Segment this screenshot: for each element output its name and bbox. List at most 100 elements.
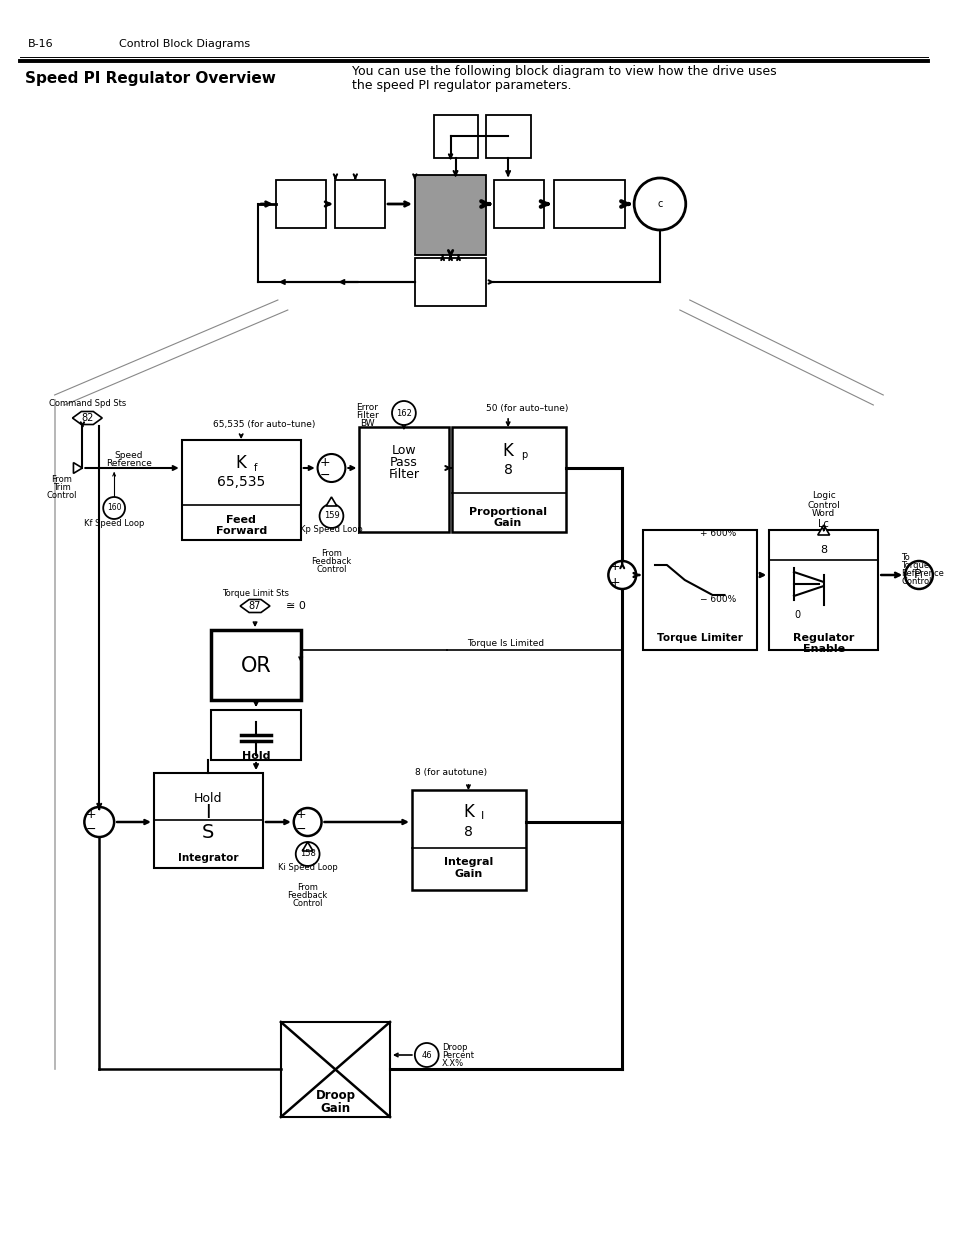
Text: From: From xyxy=(51,475,71,484)
Text: Pass: Pass xyxy=(390,457,417,469)
Text: Filter: Filter xyxy=(355,411,378,420)
Text: −: − xyxy=(319,468,330,482)
Bar xyxy=(412,790,525,890)
Text: Gain: Gain xyxy=(494,517,521,529)
Circle shape xyxy=(103,496,125,519)
Polygon shape xyxy=(73,463,82,473)
Bar xyxy=(181,440,300,540)
Bar xyxy=(153,773,263,868)
Text: Control: Control xyxy=(315,564,346,573)
Circle shape xyxy=(415,1044,438,1067)
Text: Gain: Gain xyxy=(320,1102,350,1114)
Text: c: c xyxy=(657,199,662,209)
Text: −: − xyxy=(295,823,306,836)
Circle shape xyxy=(319,504,343,529)
Bar xyxy=(486,115,531,158)
Text: From: From xyxy=(297,883,317,892)
Text: Logic: Logic xyxy=(811,492,835,500)
Text: Control: Control xyxy=(47,492,76,500)
Text: K: K xyxy=(502,442,513,459)
Text: Torque: Torque xyxy=(901,562,928,571)
Text: Kp Speed Loop: Kp Speed Loop xyxy=(300,526,362,535)
Text: Hold: Hold xyxy=(194,792,222,804)
Text: 162: 162 xyxy=(395,409,412,417)
Text: Forward: Forward xyxy=(215,526,267,536)
Bar xyxy=(451,427,565,532)
Bar xyxy=(642,530,757,650)
Text: Pᵢ: Pᵢ xyxy=(913,568,923,582)
Text: the speed PI regulator parameters.: the speed PI regulator parameters. xyxy=(352,79,571,93)
Text: Speed: Speed xyxy=(114,451,143,459)
Text: Word: Word xyxy=(811,510,835,519)
Bar xyxy=(768,530,878,650)
Text: 65,535 (for auto–tune): 65,535 (for auto–tune) xyxy=(213,420,315,430)
Circle shape xyxy=(317,454,345,482)
Text: Droop: Droop xyxy=(315,1088,355,1102)
Circle shape xyxy=(608,561,636,589)
Text: +: + xyxy=(609,561,620,573)
Bar xyxy=(434,115,477,158)
Text: 8: 8 xyxy=(820,545,826,555)
Text: +: + xyxy=(319,456,330,468)
Text: f: f xyxy=(253,463,257,473)
Polygon shape xyxy=(326,496,336,506)
Text: −: − xyxy=(86,823,96,836)
Text: Hold: Hold xyxy=(241,751,270,761)
Text: Command Spd Sts: Command Spd Sts xyxy=(49,399,126,409)
Text: Speed PI Regulator Overview: Speed PI Regulator Overview xyxy=(25,72,275,86)
Text: 65,535: 65,535 xyxy=(216,475,265,489)
Text: From: From xyxy=(321,548,341,557)
Text: Control: Control xyxy=(901,578,931,587)
Text: 50 (for auto–tune): 50 (for auto–tune) xyxy=(486,404,568,412)
Circle shape xyxy=(294,808,321,836)
Text: Proportional: Proportional xyxy=(469,508,547,517)
Text: 159: 159 xyxy=(323,511,339,520)
Text: +: + xyxy=(86,808,96,820)
Text: 158: 158 xyxy=(299,850,315,858)
Text: OR: OR xyxy=(240,656,272,676)
Circle shape xyxy=(295,842,319,866)
Text: 8: 8 xyxy=(463,825,473,839)
Bar xyxy=(212,630,300,700)
Bar xyxy=(415,175,486,254)
Bar xyxy=(553,180,624,228)
Text: K: K xyxy=(235,454,246,472)
Text: Feedback: Feedback xyxy=(311,557,352,566)
Text: Lᴄ: Lᴄ xyxy=(818,519,828,529)
Text: Feed: Feed xyxy=(226,515,255,525)
Text: 8: 8 xyxy=(503,463,512,477)
Circle shape xyxy=(392,401,416,425)
Text: Feedback: Feedback xyxy=(287,890,328,899)
Text: Control Block Diagrams: Control Block Diagrams xyxy=(119,40,250,49)
Text: Low: Low xyxy=(391,445,416,457)
Text: p: p xyxy=(520,450,527,459)
Text: Gain: Gain xyxy=(454,869,482,879)
Circle shape xyxy=(634,178,685,230)
Text: Percent: Percent xyxy=(441,1051,473,1061)
Polygon shape xyxy=(240,599,270,613)
Text: ≅ 0: ≅ 0 xyxy=(286,601,305,611)
Text: Droop: Droop xyxy=(441,1044,467,1052)
Circle shape xyxy=(904,561,932,589)
Text: 46: 46 xyxy=(421,1051,432,1060)
Text: Reference: Reference xyxy=(901,569,943,578)
Polygon shape xyxy=(817,525,829,535)
Text: Regulator: Regulator xyxy=(792,634,854,643)
Text: Trim: Trim xyxy=(52,483,71,493)
Bar xyxy=(415,258,486,306)
Polygon shape xyxy=(302,842,313,851)
Text: Control: Control xyxy=(806,500,840,510)
Text: Torque Is Limited: Torque Is Limited xyxy=(467,638,544,647)
Text: K: K xyxy=(462,803,474,821)
Text: 160: 160 xyxy=(107,504,121,513)
Text: Reference: Reference xyxy=(106,459,152,468)
Bar xyxy=(212,710,300,760)
Text: +: + xyxy=(609,576,620,589)
Bar xyxy=(359,427,448,532)
Bar xyxy=(275,180,325,228)
Text: I: I xyxy=(206,803,211,821)
Text: Torque Limiter: Torque Limiter xyxy=(656,634,741,643)
Polygon shape xyxy=(72,411,102,425)
Text: S: S xyxy=(202,823,214,841)
Text: 82: 82 xyxy=(81,412,93,424)
